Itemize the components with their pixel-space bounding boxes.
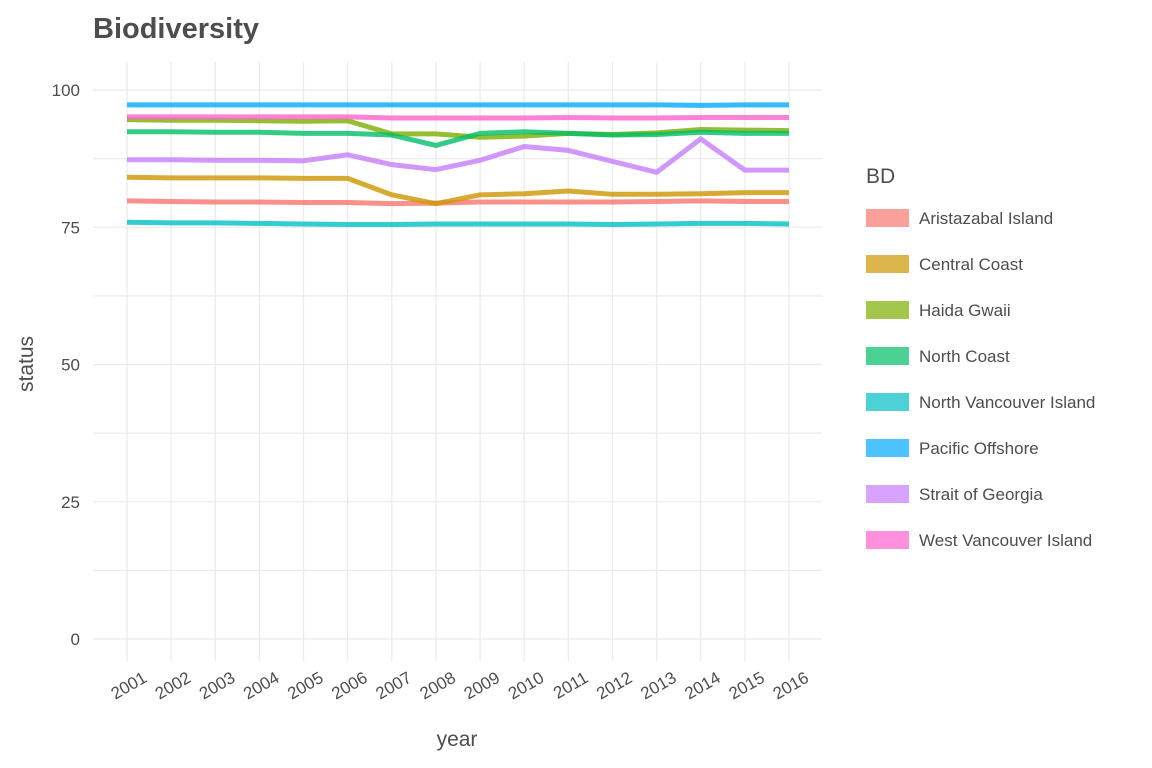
plot-area: [93, 62, 822, 661]
x-tick-label: 2015: [726, 668, 768, 703]
legend-label-pacific-offshore: Pacific Offshore: [919, 439, 1039, 458]
legend-label-central-coast: Central Coast: [919, 255, 1023, 274]
x-tick-label: 2012: [593, 668, 635, 703]
x-tick-label: 2006: [328, 668, 370, 703]
series-line-strait-of-georgia: [127, 136, 789, 175]
x-tick-label: 2014: [681, 668, 723, 703]
x-tick-label: 2007: [373, 668, 415, 703]
x-tick-label: 2005: [284, 668, 326, 703]
x-axis-ticks: 2001 2002 2003 2004 2005 2006 2007 2008 2009 2010…: [108, 668, 812, 703]
x-tick-label: 2010: [505, 668, 547, 703]
legend-label-haida-gwaii: Haida Gwaii: [919, 301, 1011, 320]
y-axis-title: status: [15, 336, 38, 392]
legend-label-north-coast: North Coast: [919, 347, 1010, 366]
series-line-north-vancouver-island: [126, 219, 790, 227]
legend-label-north-vancouver-island: North Vancouver Island: [919, 393, 1095, 412]
series-line-aristazabal-island: [126, 198, 789, 207]
series-lines: [126, 102, 790, 227]
legend-swatch-north-coast: [866, 347, 909, 365]
legend-label-west-vancouver-island: West Vancouver Island: [919, 531, 1092, 550]
legend-swatch-central-coast: [866, 255, 909, 273]
y-tick-label: 50: [61, 356, 80, 375]
x-tick-label: 2009: [461, 668, 503, 703]
y-axis-ticks: 0 25 50 75 100: [52, 81, 80, 649]
legend-swatch-haida-gwaii: [866, 301, 909, 319]
x-tick-label: 2011: [550, 668, 591, 703]
chart-title: Biodiversity: [93, 13, 259, 45]
x-tick-label: 2002: [152, 668, 194, 703]
gridlines: [93, 62, 822, 661]
legend-swatch-pacific-offshore: [866, 439, 909, 457]
x-tick-label: 2013: [637, 668, 679, 703]
x-tick-label: 2016: [770, 668, 812, 703]
x-axis-title: year: [437, 728, 478, 751]
x-tick-label: 2008: [417, 668, 459, 703]
x-tick-label: 2001: [108, 668, 150, 703]
x-tick-label: 2003: [196, 668, 238, 703]
legend-swatch-aristazabal-island: [866, 209, 909, 227]
legend: BD Aristazabal Island Central Coast Haida …: [866, 165, 1095, 550]
legend-label-aristazabal-island: Aristazabal Island: [919, 209, 1053, 228]
x-tick-label: 2004: [240, 668, 282, 703]
legend-swatch-west-vancouver-island: [866, 531, 909, 549]
legend-title: BD: [866, 165, 895, 188]
legend-items: Aristazabal Island Central Coast Haida Gwa…: [866, 209, 1095, 550]
series-line-central-coast: [126, 174, 789, 207]
y-tick-label: 75: [61, 218, 80, 237]
series-line-west-vancouver-island: [127, 114, 789, 121]
series-line-north-coast: [127, 129, 789, 148]
legend-label-strait-of-georgia: Strait of Georgia: [919, 485, 1043, 504]
legend-swatch-strait-of-georgia: [866, 485, 909, 503]
y-tick-label: 0: [71, 630, 80, 649]
legend-swatch-north-vancouver-island: [866, 393, 909, 411]
y-tick-label: 25: [61, 493, 80, 512]
series-line-pacific-offshore: [127, 102, 789, 108]
y-tick-label: 100: [52, 81, 80, 100]
